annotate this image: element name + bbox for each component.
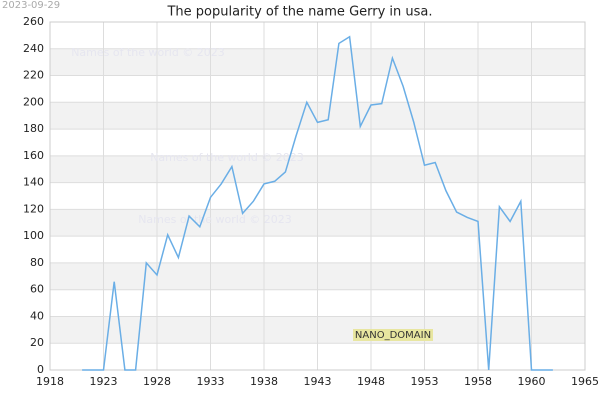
y-tick-label: 120 [23, 202, 44, 215]
badge: NANO_DOMAIN [355, 330, 431, 341]
x-tick-label: 1928 [143, 375, 171, 388]
x-tick-label: 1965 [571, 375, 599, 388]
x-tick-label: 1938 [250, 375, 278, 388]
y-tick-label: 40 [30, 309, 44, 322]
line [82, 35, 553, 371]
y-tick-label: 260 [23, 15, 44, 28]
y-tick-label: 60 [30, 283, 44, 296]
date-stamp: 2023-09-29 [2, 0, 60, 11]
watermark: Names of the world © 2023 [150, 151, 304, 164]
watermark: Names of the world © 2023 [71, 46, 225, 59]
y-tick-label: 200 [23, 95, 44, 108]
x-tick-label: 1960 [518, 375, 546, 388]
x-tick-label: 1953 [411, 375, 439, 388]
x-tick-label: 1948 [357, 375, 385, 388]
x-tick-label: 1923 [90, 375, 118, 388]
x-tick-label: 1943 [304, 375, 332, 388]
y-tick-label: 0 [37, 363, 44, 376]
y-tick-label: 20 [30, 336, 44, 349]
y-tick-label: 140 [23, 176, 44, 189]
chart-title: The popularity of the name Gerry in usa. [166, 5, 432, 20]
x-tick-label: 1918 [36, 375, 64, 388]
y-tick-label: 80 [30, 256, 44, 269]
y-tick-label: 160 [23, 149, 44, 162]
watermark: Names of the world © 2023 [138, 213, 292, 226]
y-tick-label: 240 [23, 42, 44, 55]
x-tick-label: 1933 [197, 375, 225, 388]
y-tick-label: 180 [23, 122, 44, 135]
x-tick-label: 1958 [464, 375, 492, 388]
y-tick-label: 220 [23, 69, 44, 82]
y-tick-label: 100 [23, 229, 44, 242]
plot-frame [49, 21, 586, 371]
badge-bg [353, 329, 433, 341]
